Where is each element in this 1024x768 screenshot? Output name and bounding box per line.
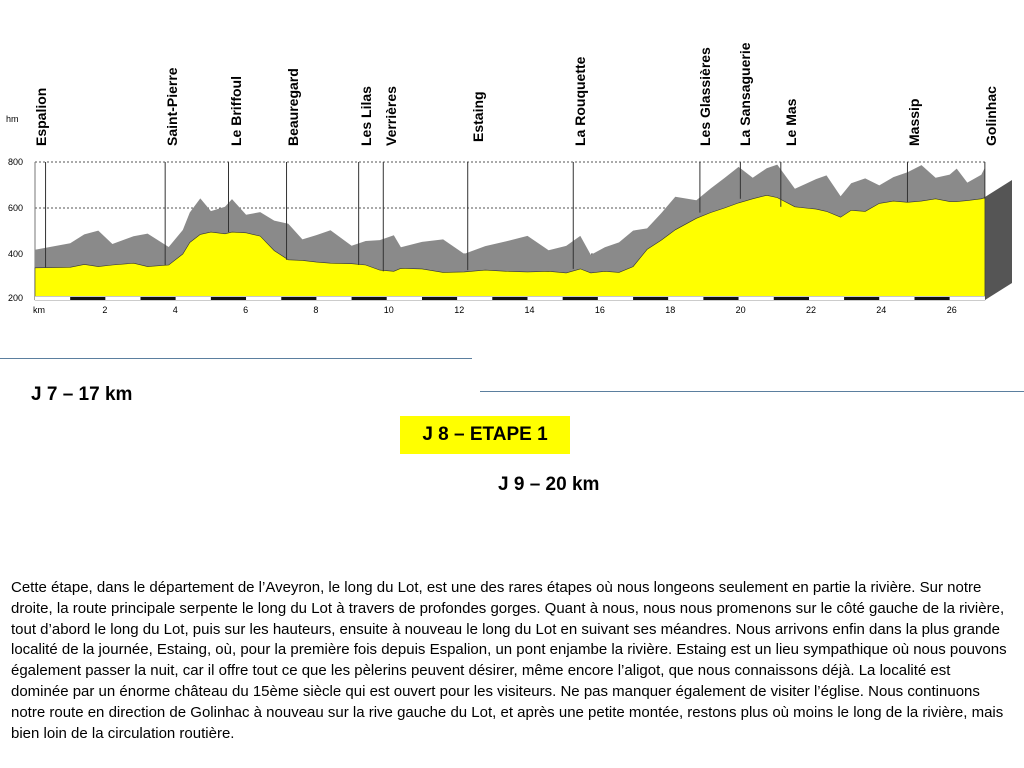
place-label-le-mas: Le Mas [783, 98, 799, 146]
km-segment [35, 297, 71, 300]
x-tick-label: 20 [736, 305, 746, 315]
km-segment [738, 297, 774, 300]
elevation-profile-chart: Espalion Saint-Pierre Le Briffoul Beaure… [6, 42, 1012, 315]
profile-side-face [985, 180, 1012, 300]
km-segment [809, 297, 845, 300]
x-unit-label: km [33, 305, 45, 315]
y-tick-600: 600 [8, 203, 23, 213]
divider-line-left [0, 358, 472, 359]
km-segment [949, 297, 985, 300]
terrain-area [34, 194, 986, 301]
place-label-golinhac: Golinhac [983, 86, 999, 146]
x-tick-label: 18 [665, 305, 675, 315]
x-tick-labels: 2 4 6 8 10 12 14 16 18 20 22 24 26 [102, 305, 956, 315]
place-marker-lines [45, 162, 986, 272]
km-segment [527, 297, 563, 300]
place-label-saint-pierre: Saint-Pierre [164, 67, 180, 146]
km-segment [633, 297, 669, 300]
place-label-la-sansaguerie: La Sansaguerie [737, 42, 753, 146]
km-segment [422, 297, 458, 300]
place-label-le-briffoul: Le Briffoul [228, 76, 244, 146]
y-tick-200: 200 [8, 293, 23, 303]
km-segment [210, 297, 247, 300]
day-7-label: J 7 – 17 km [31, 384, 133, 405]
day-9-label: J 9 – 20 km [498, 474, 600, 495]
km-segment [879, 297, 915, 300]
km-segment [668, 297, 704, 300]
place-label-massip: Massip [906, 99, 922, 146]
km-segment [914, 297, 950, 300]
place-label-les-lilas: Les Lilas [358, 86, 374, 146]
place-label-beauregard: Beauregard [285, 68, 301, 146]
km-segment [175, 297, 211, 300]
place-label-les-glassieres: Les Glassières [697, 47, 713, 146]
x-tick-label: 2 [102, 305, 107, 315]
x-tick-label: 10 [384, 305, 394, 315]
km-segment [70, 297, 106, 300]
km-segments [35, 297, 985, 300]
stage-description: Cette étape, dans le département de l’Av… [11, 579, 1007, 742]
x-tick-label: 16 [595, 305, 605, 315]
km-segment [281, 297, 317, 300]
x-tick-label: 12 [454, 305, 464, 315]
km-segment [140, 297, 176, 300]
y-tick-400: 400 [8, 249, 23, 259]
x-tick-label: 26 [947, 305, 957, 315]
y-tick-800: 800 [8, 157, 23, 167]
x-tick-label: 22 [806, 305, 816, 315]
km-segment [351, 297, 387, 300]
km-segment [703, 297, 739, 300]
km-segment [492, 297, 528, 300]
km-segment [316, 297, 352, 300]
km-segment [773, 297, 809, 300]
x-tick-label: 24 [876, 305, 886, 315]
divider-line-right [480, 391, 1024, 392]
day-8-stage-badge: J 8 – ETAPE 1 [400, 416, 570, 454]
place-label-verrieres: Verrières [383, 86, 399, 146]
place-label-la-rouquette: La Rouquette [572, 56, 588, 146]
x-tick-label: 8 [313, 305, 318, 315]
place-label-estaing: Estaing [470, 91, 486, 142]
place-label-espalion: Espalion [33, 88, 49, 146]
km-segment [457, 297, 493, 300]
km-segment [105, 297, 141, 300]
x-tick-label: 14 [525, 305, 535, 315]
y-unit-label: hm [6, 114, 19, 124]
km-segment [386, 297, 422, 300]
x-tick-label: 4 [173, 305, 178, 315]
x-tick-label: 6 [243, 305, 248, 315]
km-segment [597, 297, 634, 300]
km-segment [562, 297, 598, 300]
km-segment [844, 297, 880, 300]
km-segment [246, 297, 282, 300]
